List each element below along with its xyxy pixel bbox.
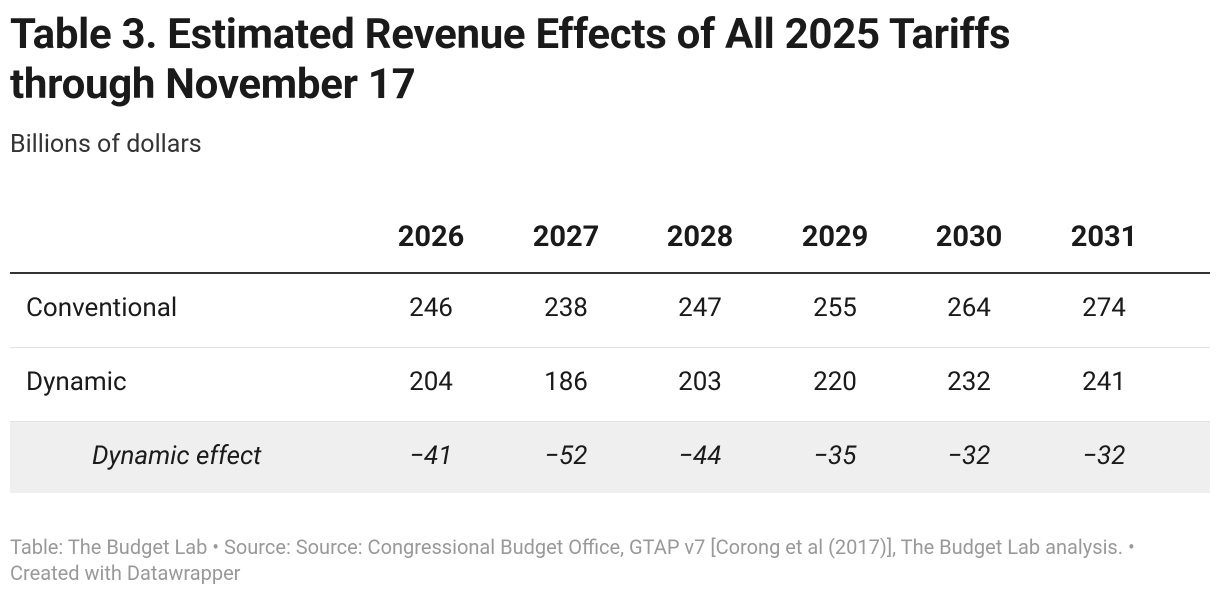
cell: 186 bbox=[544, 367, 588, 397]
column-header: 2029 bbox=[801, 220, 869, 254]
cell: 247 bbox=[678, 293, 722, 323]
subtitle: Billions of dollars bbox=[10, 130, 202, 159]
cell: −32 bbox=[947, 441, 991, 471]
column-header: 2028 bbox=[666, 220, 734, 254]
column-header: 2031 bbox=[1070, 220, 1138, 254]
row-label: Conventional bbox=[26, 293, 178, 323]
cell: −35 bbox=[813, 441, 857, 471]
cell: 232 bbox=[947, 367, 991, 397]
cell: 203 bbox=[678, 367, 722, 397]
cell: 246 bbox=[409, 293, 453, 323]
cell: −32 bbox=[1082, 441, 1126, 471]
column-header: 2030 bbox=[935, 220, 1003, 254]
title: Table 3. Estimated Revenue Effects of Al… bbox=[10, 10, 1011, 109]
row-rule bbox=[10, 421, 1210, 422]
cell: 255 bbox=[813, 293, 857, 323]
header-rule bbox=[10, 272, 1210, 274]
cell: 204 bbox=[409, 367, 453, 397]
cell: −41 bbox=[409, 441, 453, 471]
cell: 274 bbox=[1082, 293, 1126, 323]
column-header: 2026 bbox=[397, 220, 465, 254]
cell: 264 bbox=[947, 293, 991, 323]
row-label: Dynamic bbox=[26, 367, 127, 397]
highlight-row-bg bbox=[10, 421, 1210, 493]
cell: 220 bbox=[813, 367, 857, 397]
row-rule bbox=[10, 347, 1210, 348]
footer: Table: The Budget Lab • Source: Source: … bbox=[10, 535, 1135, 585]
cell: 238 bbox=[544, 293, 588, 323]
cell: −44 bbox=[678, 441, 722, 471]
cell: 241 bbox=[1082, 367, 1126, 397]
cell: −52 bbox=[544, 441, 588, 471]
column-header: 2027 bbox=[532, 220, 600, 254]
row-label: Dynamic effect bbox=[92, 441, 262, 471]
